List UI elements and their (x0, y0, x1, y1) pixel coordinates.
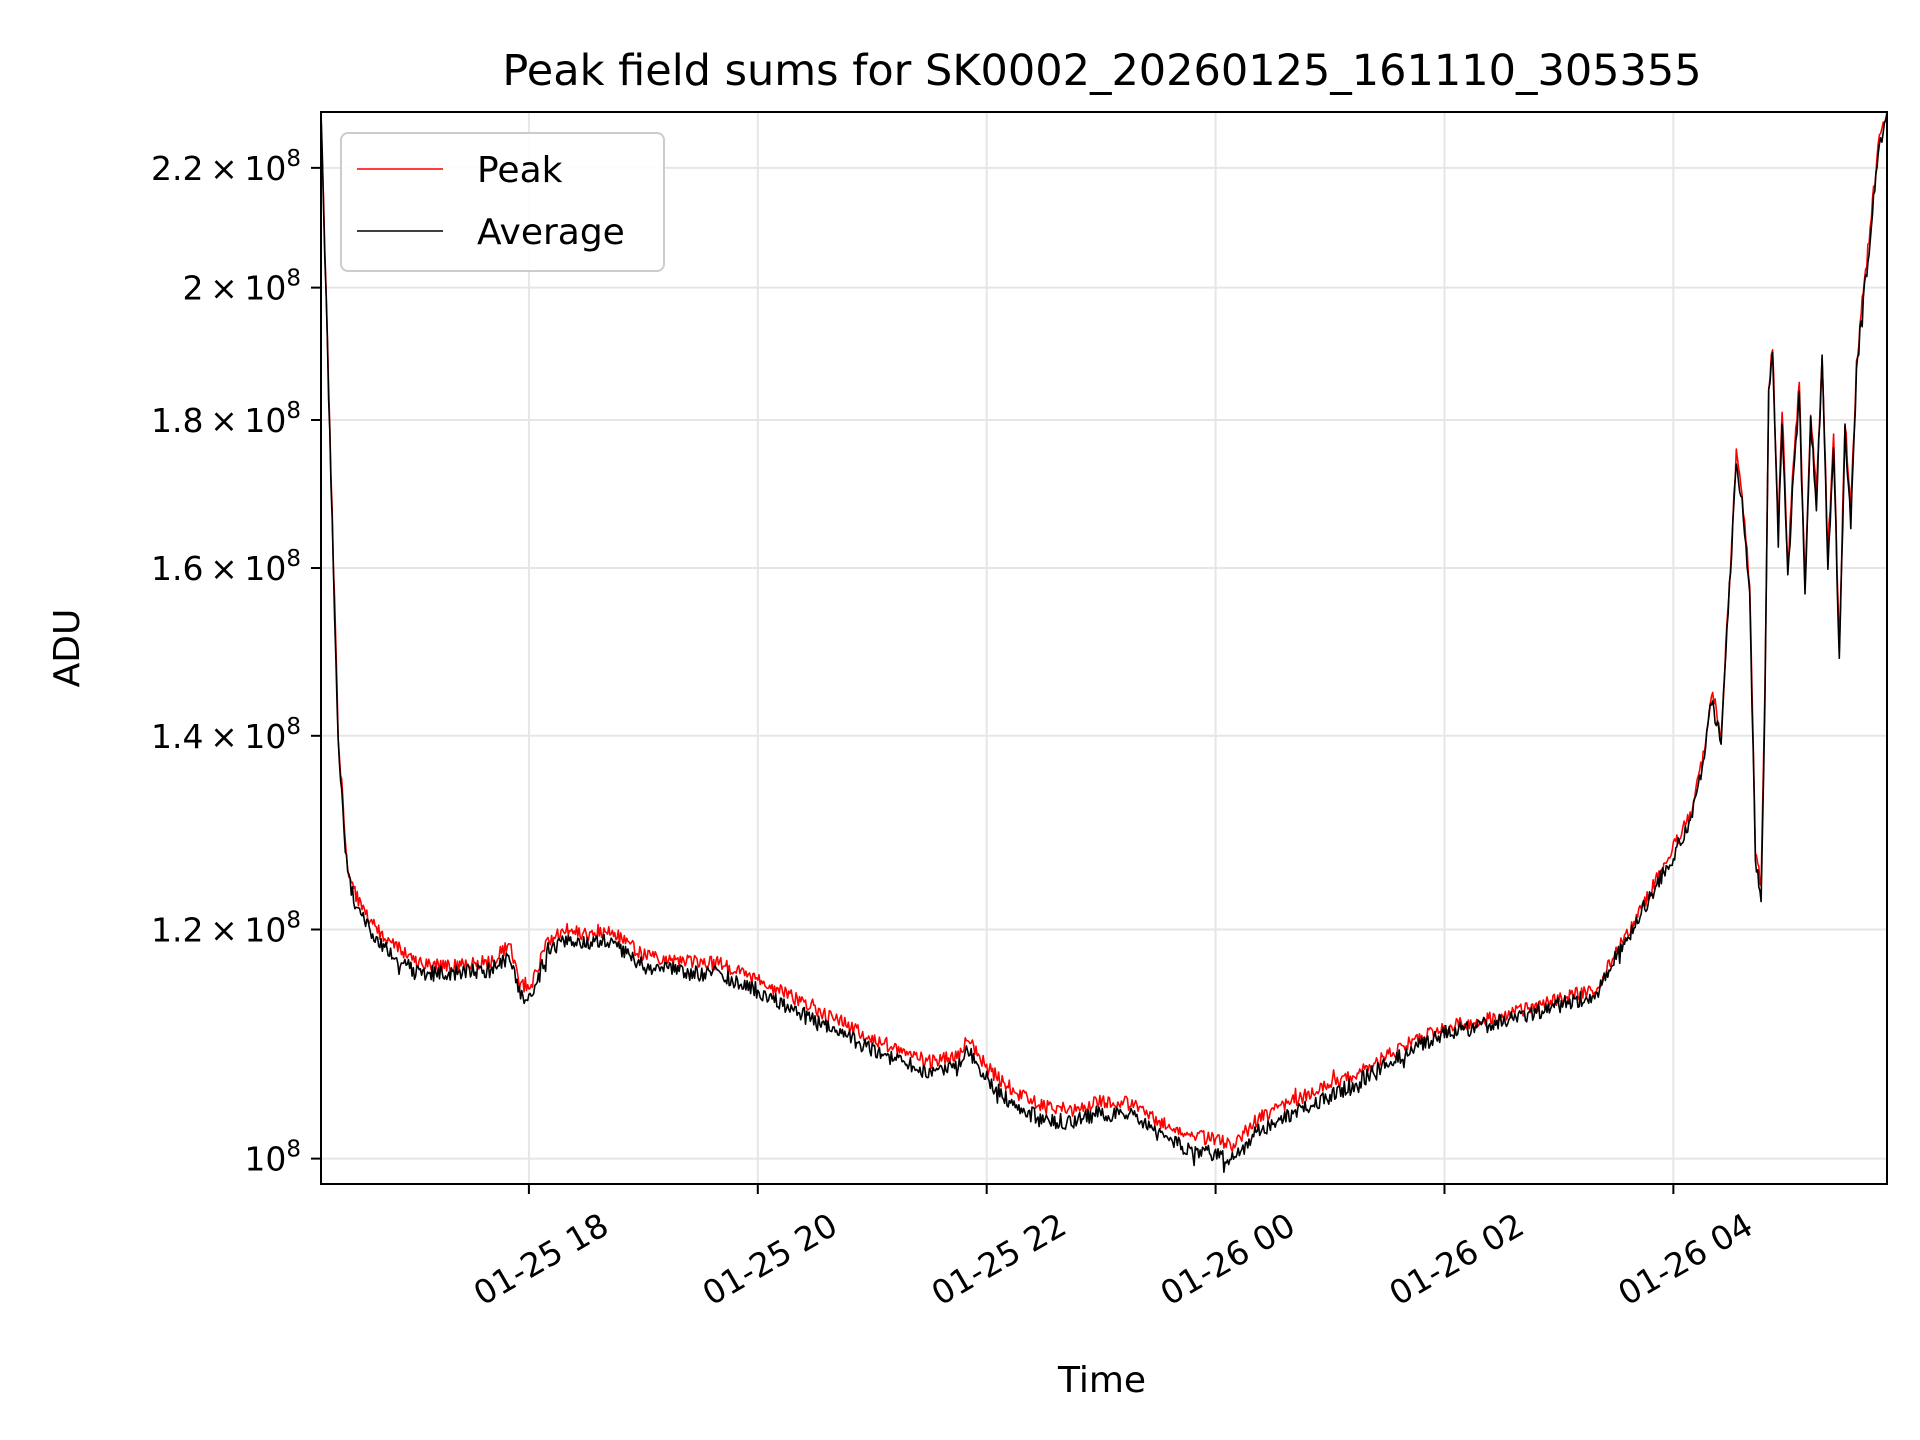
y-tick-exponent: 8 (286, 146, 301, 172)
y-tick-exponent: 8 (286, 1137, 301, 1163)
y-tick-label: 2 × 108 (183, 266, 301, 308)
y-tick-times: × 10 (204, 549, 287, 588)
y-tick-mantissa: 2.2 (151, 149, 203, 188)
legend-box (340, 132, 665, 272)
legend-label-average: Average (477, 212, 625, 253)
y-tick-times: × 10 (204, 401, 287, 440)
y-tick-exponent: 8 (286, 398, 301, 424)
y-tick-mantissa: 1.8 (151, 401, 203, 440)
y-tick-mantissa: 2 (183, 269, 204, 308)
axes-frame (320, 111, 1888, 1185)
y-tick-times: × 10 (204, 717, 287, 756)
y-tick-exponent: 8 (286, 908, 301, 934)
y-tick-times: × 10 (204, 269, 287, 308)
y-tick-base: 10 (244, 1140, 286, 1179)
series-line-average (320, 111, 1888, 1173)
y-tick-label: 1.8 × 108 (151, 398, 301, 440)
y-tick-label: 1.2 × 108 (151, 908, 301, 950)
chart-title: Peak field sums for SK0002_20260125_1611… (502, 46, 1701, 96)
y-tick-mantissa: 1.4 (151, 717, 203, 756)
y-tick-exponent: 8 (286, 546, 301, 572)
y-tick-label: 1.6 × 108 (151, 546, 301, 588)
y-axis-label: ADU (47, 609, 88, 688)
legend: Peak Average (340, 132, 665, 272)
x-axis-label: Time (1057, 1360, 1146, 1401)
y-tick-label: 2.2 × 108 (151, 146, 301, 188)
y-tick-mantissa: 1.2 (151, 911, 203, 950)
y-tick-times: × 10 (204, 149, 287, 188)
grid (321, 112, 1887, 1184)
legend-label-peak: Peak (477, 150, 563, 191)
y-tick-exponent: 8 (286, 714, 301, 740)
y-tick-times: × 10 (204, 911, 287, 950)
plot-area (320, 111, 1888, 1173)
y-tick-mantissa: 1.6 (151, 549, 203, 588)
y-tick-exponent: 8 (286, 266, 301, 292)
y-tick-label: 108 (244, 1137, 301, 1179)
y-tick-label: 1.4 × 108 (151, 714, 301, 756)
series-line-peak (320, 111, 1888, 1153)
